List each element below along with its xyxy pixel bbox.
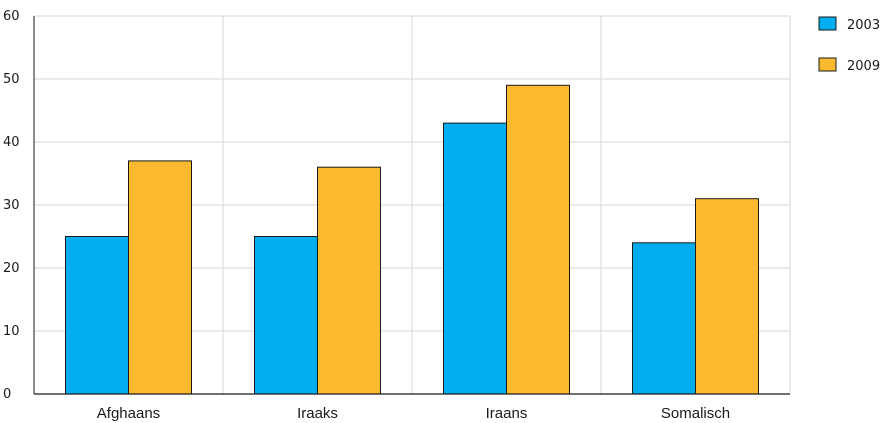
y-tick-label: 30: [3, 198, 20, 213]
legend: 2003 2009: [818, 16, 880, 74]
bar-2003-somalisch: [632, 242, 696, 395]
bar-2009-iraans: [506, 84, 570, 395]
axes: [33, 16, 790, 395]
bar-2003-iraaks: [254, 236, 318, 395]
bar-2003-iraans: [443, 122, 507, 395]
bar-2003-afghaans: [65, 236, 129, 395]
legend-label-2009: 2009: [847, 59, 880, 74]
y-tick-label: 0: [3, 387, 11, 402]
x-category-label: Afghaans: [97, 405, 160, 422]
x-category-label: Somalisch: [661, 405, 730, 422]
y-tick-label: 10: [3, 324, 20, 339]
legend-swatch-2009: [818, 57, 837, 72]
legend-label-2003: 2003: [847, 18, 880, 33]
bar-2009-iraaks: [317, 166, 381, 395]
y-tick-label: 50: [3, 72, 20, 87]
y-tick-label: 60: [3, 9, 20, 24]
y-tick-label: 20: [3, 261, 20, 276]
x-axis-category-labels: Afghaans Iraaks Iraans Somalisch: [97, 405, 730, 422]
x-category-label: Iraaks: [297, 405, 338, 422]
x-category-label: Iraans: [486, 405, 528, 422]
y-axis-tick-labels: 0 10 20 30 40 50 60: [3, 9, 20, 402]
legend-swatch-2003: [818, 16, 837, 31]
y-tick-label: 40: [3, 135, 20, 150]
bar-2009-somalisch: [695, 198, 759, 395]
bar-2009-afghaans: [128, 160, 192, 395]
